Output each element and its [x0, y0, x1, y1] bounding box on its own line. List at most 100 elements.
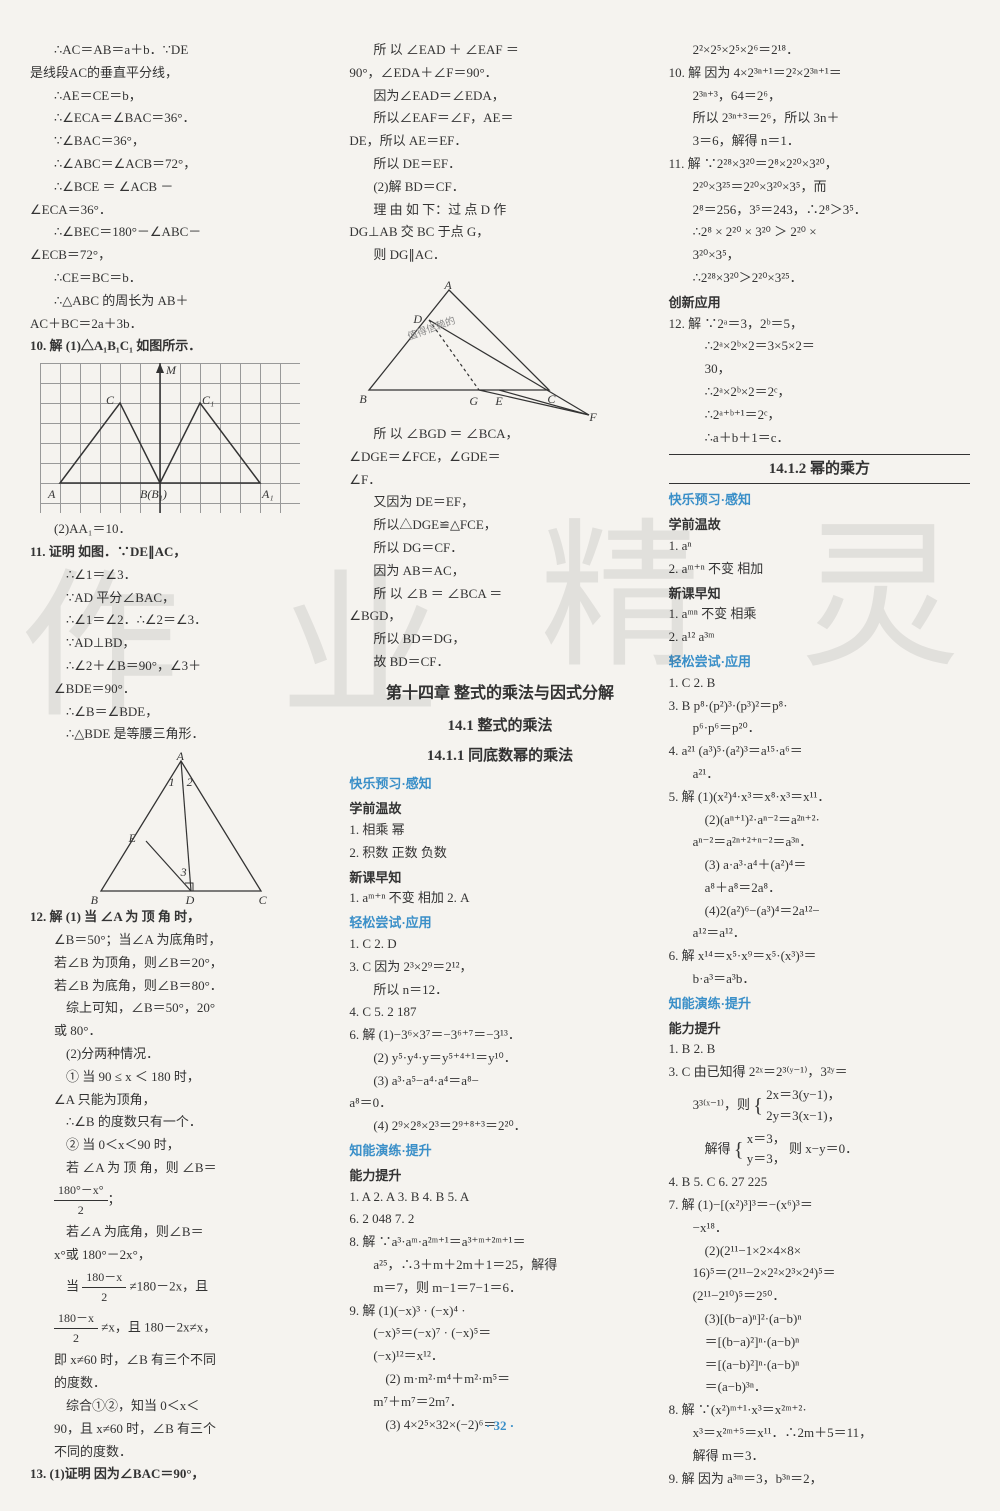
text-line: 解得 m＝3． — [669, 1446, 970, 1467]
text-line: 故 BD＝CF． — [349, 652, 650, 673]
diagram-label-2: 2 — [187, 773, 193, 792]
enhance-label: 知能演练·提升 — [669, 994, 970, 1015]
text-line: (−x)¹²＝x¹²． — [349, 1346, 650, 1367]
text-line: AC＋BC＝2a＋3b． — [30, 314, 331, 335]
text-line: 2²⁰×3²⁵＝2²⁰×3²⁰×3⁵，而 — [669, 177, 970, 198]
text-line: 3³⁽ˣ⁻¹⁾，则 { 2x＝3(y−1)， 2y＝3(x−1)， — [669, 1085, 970, 1127]
text-line: a⁸＝0． — [349, 1093, 650, 1114]
text-line: 2. 积数 正数 负数 — [349, 843, 650, 864]
text-span: ≠180－2x，且 — [130, 1278, 209, 1293]
text-line: ∠ECB＝72°， — [30, 245, 331, 266]
apply-label: 轻松尝试·应用 — [349, 913, 650, 934]
text-line: 4. a²¹ (a³)⁵·(a²)³＝a¹⁵·a⁶＝ — [669, 741, 970, 762]
diagram-label-A1: A₁ — [262, 485, 274, 504]
text-line: ② 当 0＜x＜90 时， — [30, 1135, 331, 1156]
text-line: 所 以 ∠B ＝ ∠BCA ＝ — [349, 584, 650, 605]
text-line: 所以 DE＝EF． — [349, 154, 650, 175]
enhance-label: 知能演练·提升 — [349, 1141, 650, 1162]
text-line: 2²×2⁵×2⁵×2⁶＝2¹⁸． — [669, 40, 970, 61]
text-line: 1. B 2. B — [669, 1039, 970, 1060]
text-line: ∴∠ECA＝∠BAC＝36°． — [30, 108, 331, 129]
text-line: ＝[(a−b)²]ⁿ·(a−b)ⁿ — [669, 1355, 970, 1376]
text-line: 若∠B 为顶角，则∠B＝20°， — [30, 953, 331, 974]
fold-diagram: 值得信赖的 A B C D E F G — [349, 270, 609, 420]
text-line: a⁸＋a⁸＝2a⁸． — [669, 878, 970, 899]
triangle-diagram: A B C D E 1 2 3 — [81, 751, 281, 901]
fraction-denominator: 2 — [54, 1329, 98, 1348]
text-line: (2)分两种情况． — [30, 1044, 331, 1065]
text-line: 所以△DGE≌△FCE， — [349, 515, 650, 536]
text-line: (4)2(a²)⁶−(a³)⁴＝2a¹²− — [669, 901, 970, 922]
text-span: ； — [108, 1191, 121, 1206]
brace-line: y＝3， — [747, 1149, 786, 1170]
text-line: 所以 BD＝DG， — [349, 629, 650, 650]
diagram-label-A: A — [48, 485, 55, 504]
diagram-label-B: B — [91, 891, 98, 910]
text-line: DE，所以 AE＝EF． — [349, 131, 650, 152]
text-line: ① 当 90 ≤ x ＜ 180 时， — [30, 1067, 331, 1088]
text-line: ∴∠1＝∠2．∴∠2＝∠3． — [30, 610, 331, 631]
text-line: 又因为 DE＝EF， — [349, 492, 650, 513]
text-line: m＝7，则 m−1＝7−1＝6． — [349, 1278, 650, 1299]
text-line: 1. aᵐⁿ 不变 相乘 — [669, 604, 970, 625]
text-line: 2³ⁿ⁺³，64＝2⁶， — [669, 86, 970, 107]
text-line: 所 以 ∠EAD ＋ ∠EAF ＝ — [349, 40, 650, 61]
text-line: (2) m·m²·m⁴＋m²·m⁵＝ — [349, 1369, 650, 1390]
text-line: aⁿ⁻²＝a²ⁿ⁺²⁺ⁿ⁻²＝a³ⁿ． — [669, 832, 970, 853]
text-line: 1. aⁿ — [669, 536, 970, 557]
question-10: 10. 解 (1)△A₁B₁C₁ 如图所示． — [30, 336, 331, 357]
diagram-label-3: 3 — [181, 863, 187, 882]
text-span: 则 x−y＝0． — [789, 1140, 858, 1155]
text-line: 2. aᵐ⁺ⁿ 不变 相加 — [669, 559, 970, 580]
text-line: b·a³＝a³b． — [669, 969, 970, 990]
text-line: 5. 解 (1)(x²)⁴·x³＝x⁸·x³＝x¹¹． — [669, 787, 970, 808]
brace-line: x＝3， — [747, 1129, 786, 1150]
column-2: 所 以 ∠EAD ＋ ∠EAF ＝ 90°，∠EDA＋∠F＝90°． 因为∠EA… — [349, 40, 650, 1491]
text-span: ≠x，且 180－2x≠x， — [101, 1320, 216, 1335]
section-14-1: 14.1 整式的乘法 — [349, 714, 650, 738]
text-line: 所以∠EAF＝∠F，AE＝ — [349, 108, 650, 129]
page: ∴AC＝AB＝a＋b．∵DE 是线段AC的垂直平分线， ∴AE＝CE＝b， ∴∠… — [0, 0, 1000, 1511]
text-line: 3. B p⁸·(p²)³·(p³)²＝p⁸· — [669, 696, 970, 717]
text-line: 2⁸＝256，3⁵＝243，∴2⁸＞3⁵． — [669, 200, 970, 221]
text-line: 6. 2 048 7. 2 — [349, 1209, 650, 1230]
diagram-label-M: M — [166, 361, 176, 380]
diagram-label-E: E — [495, 392, 502, 411]
text-line: m⁷＋m⁷＝2m⁷． — [349, 1392, 650, 1413]
text-span: 解得 — [705, 1140, 731, 1155]
text-line: ∴AE＝CE＝b， — [30, 86, 331, 107]
text-line: 3. C 因为 2³×2⁹＝2¹²， — [349, 957, 650, 978]
text-line: DG⊥AB 交 BC 于点 G， — [349, 222, 650, 243]
text-line: 所以 n＝12． — [349, 980, 650, 1001]
text-line: 3. C 由已知得 2²ˣ＝2³⁽ʸ⁻¹⁾，3²ʸ＝ — [669, 1062, 970, 1083]
text-line: ∴2²⁸×3²⁰＞2²⁰×3²⁵． — [669, 268, 970, 289]
column-1: ∴AC＝AB＝a＋b．∵DE 是线段AC的垂直平分线， ∴AE＝CE＝b， ∴∠… — [30, 40, 331, 1491]
diagram-label-E: E — [129, 829, 136, 848]
page-number: · 32 · — [0, 1416, 1000, 1437]
fraction-denominator: 2 — [82, 1288, 126, 1307]
text-line: (2)(aⁿ⁺¹)²·aⁿ⁻²＝a²ⁿ⁺²· — [669, 810, 970, 831]
diagram-label-C: C — [259, 891, 267, 910]
text-line: 不同的度数． — [30, 1442, 331, 1463]
text-span: 当 — [66, 1278, 79, 1293]
text-line: 即 x≠60 时，∠B 有三个不同 — [30, 1350, 331, 1371]
text-line: ∵AD 平分∠BAC， — [30, 588, 331, 609]
text-line: 综合①②，知当 0＜x＜ — [30, 1396, 331, 1417]
text-line: ∴2ᵃ×2ᵇ×2＝3×5×2＝ — [669, 336, 970, 357]
diagram-label-A: A — [444, 276, 451, 295]
preview-label: 快乐预习·感知 — [349, 774, 650, 795]
fraction-numerator: 180－x — [82, 1268, 126, 1288]
text-line: 4. B 5. C 6. 27 225 — [669, 1172, 970, 1193]
text-line: 的度数． — [30, 1373, 331, 1394]
text-line: (2)解 BD＝CF． — [349, 177, 650, 198]
text-line: ∠B＝50°；当∠A 为底角时， — [30, 930, 331, 951]
text-line: 16)⁵＝(2¹¹−2×2²×2³×2⁴)⁵＝ — [669, 1263, 970, 1284]
text-line: ＝(a−b)³ⁿ． — [669, 1377, 970, 1398]
text-line: 180°－x° 2 ； — [30, 1181, 331, 1220]
chapter-title: 第十四章 整式的乘法与因式分解 — [349, 681, 650, 707]
fraction: 180－x 2 — [82, 1268, 126, 1307]
text-line: ∴CE＝BC＝b． — [30, 268, 331, 289]
brace-line: 2x＝3(y−1)， — [766, 1085, 841, 1106]
diagram-label-G: G — [469, 392, 478, 411]
text-line: 则 DG∥AC． — [349, 245, 650, 266]
